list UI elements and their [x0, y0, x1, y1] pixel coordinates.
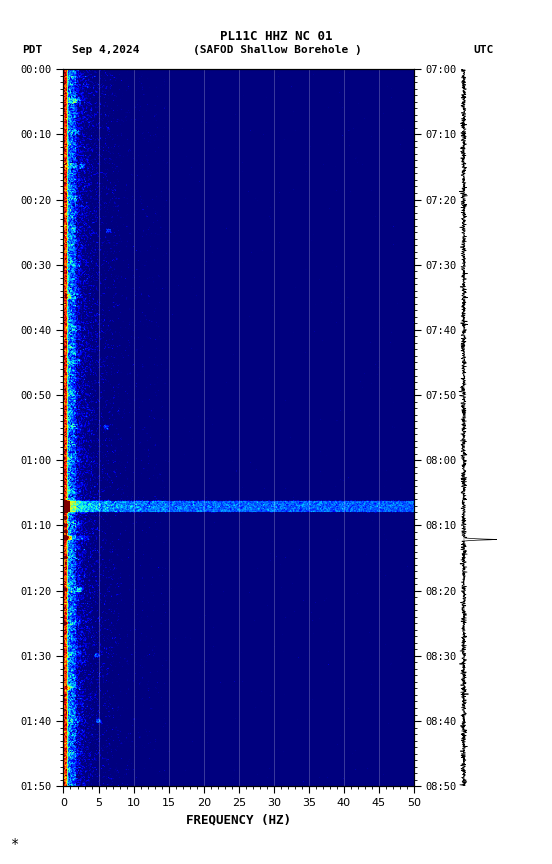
Text: PL11C HHZ NC 01: PL11C HHZ NC 01	[220, 30, 332, 43]
Text: (SAFOD Shallow Borehole ): (SAFOD Shallow Borehole )	[193, 45, 362, 55]
Text: UTC: UTC	[474, 45, 494, 55]
X-axis label: FREQUENCY (HZ): FREQUENCY (HZ)	[186, 814, 291, 827]
Text: Sep 4,2024: Sep 4,2024	[72, 45, 139, 55]
Text: *: *	[11, 837, 19, 851]
Text: PDT: PDT	[22, 45, 43, 55]
